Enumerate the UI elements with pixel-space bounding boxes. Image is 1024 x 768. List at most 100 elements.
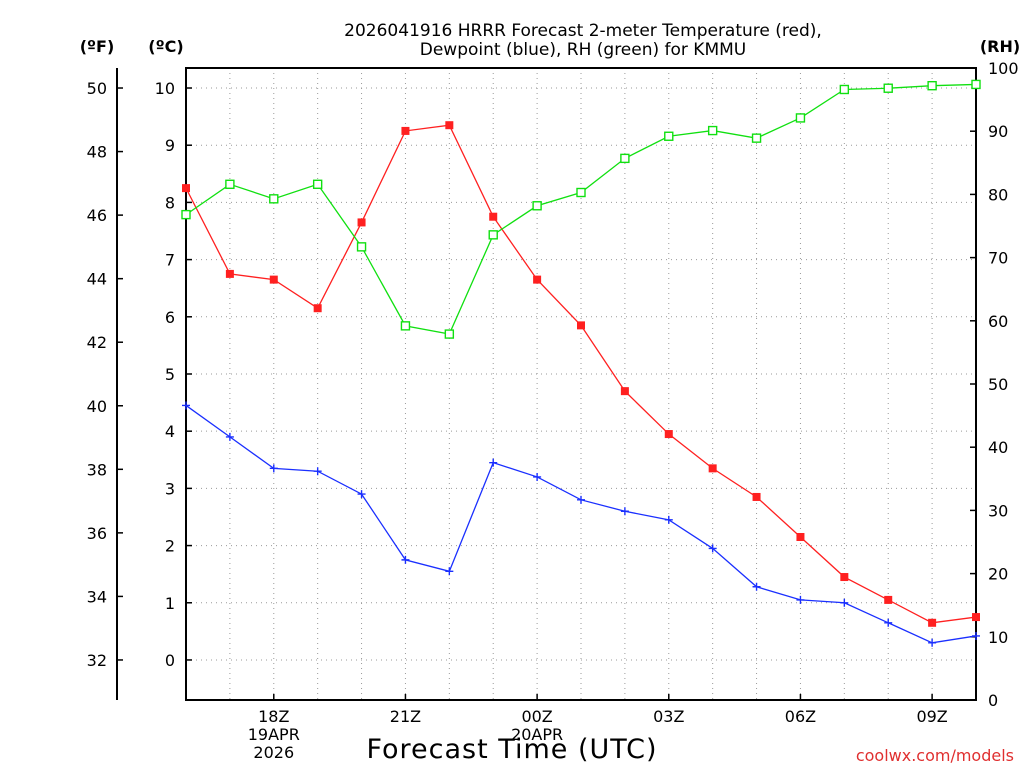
data-point-dewpoint [796,595,805,604]
data-point-temperature [357,218,366,227]
celsius-tick-label: 6 [165,308,175,327]
data-point-temperature [840,573,849,582]
data-point-rh [400,321,411,331]
fahrenheit-tick-label: 48 [87,143,107,162]
data-point-temperature [577,321,585,330]
data-point-temperature [752,492,761,501]
rh-tick-label: 80 [988,185,1008,204]
fahrenheit-tick-label: 42 [87,333,107,352]
data-point-rh [576,187,586,198]
data-point-rh [488,230,498,240]
data-point-dewpoint [928,638,937,647]
x-tick-label: 06Z [785,707,816,726]
rh-tick-label: 70 [988,249,1008,268]
data-point-temperature [796,532,805,541]
data-point-temperature [489,212,498,221]
data-point-dewpoint [577,495,585,504]
x-tick-label: 00Z [521,707,552,726]
data-point-rh [927,80,937,91]
data-point-dewpoint [357,490,366,499]
data-point-temperature [401,126,410,135]
chart-title-line2: Dewpoint (blue), RH (green) for KMMU [420,40,747,60]
data-point-rh [664,131,674,141]
celsius-tick-label: 5 [165,365,175,384]
series-rh [181,79,981,339]
rh-tick-label: 0 [988,691,998,710]
rh-tick-label: 100 [988,59,1019,78]
data-point-dewpoint [752,582,761,591]
rh-tick-label: 60 [988,312,1008,331]
data-point-rh [269,194,279,204]
rh-tick-label: 50 [988,375,1008,394]
celsius-tick-label: 10 [155,79,175,98]
data-point-dewpoint [225,432,234,441]
x-tick-label: 19APR [248,725,300,744]
fahrenheit-tick-label: 44 [87,270,107,289]
chart-title-line1: 2026041916 HRRR Forecast 2-meter Tempera… [344,21,822,41]
unit-label-fahrenheit: (ºF) [80,37,115,56]
grid-lines [186,68,976,700]
data-point-rh [795,113,806,123]
celsius-tick-label: 2 [165,537,175,556]
data-point-temperature [225,269,234,278]
fahrenheit-tick-label: 40 [87,397,107,416]
celsius-tick-label: 1 [165,594,175,613]
data-point-dewpoint [313,467,322,476]
unit-label-rh: (RH) [980,37,1020,56]
x-tick-label: 03Z [653,707,684,726]
rh-tick-label: 20 [988,565,1008,584]
data-point-temperature [313,304,322,313]
data-point-rh [312,179,323,189]
axes [116,67,977,701]
fahrenheit-tick-label: 46 [87,206,107,225]
data-point-temperature [182,184,190,193]
celsius-tick-label: 8 [165,193,175,212]
data-point-temperature [620,387,629,396]
celsius-tick-label: 3 [165,479,175,498]
data-point-rh [971,79,981,90]
celsius-tick-label: 4 [165,422,175,441]
data-point-dewpoint [972,631,980,640]
data-point-dewpoint [840,598,849,607]
data-point-temperature [928,618,937,627]
data-point-dewpoint [664,515,673,524]
credit-link[interactable]: coolwx.com/models [856,746,1014,765]
data-point-dewpoint [445,567,454,576]
data-point-rh [751,133,762,143]
unit-label-celsius: (ºC) [148,37,183,56]
data-point-temperature [664,430,673,439]
x-tick-label: 20APR [511,725,563,744]
fahrenheit-tick-label: 32 [87,651,107,670]
data-point-temperature [269,275,278,284]
x-axis-title: Forecast Time (UTC) [366,734,657,765]
data-point-rh [532,201,542,211]
data-point-dewpoint [401,555,410,564]
data-point-dewpoint [708,544,717,553]
data-point-dewpoint [489,458,498,467]
rh-tick-label: 30 [988,501,1008,520]
fahrenheit-tick-label: 36 [87,524,107,543]
data-point-rh [356,242,367,252]
data-point-dewpoint [182,401,190,410]
data-point-rh [225,179,235,189]
x-tick-label: 21Z [390,707,421,726]
data-point-temperature [972,613,980,622]
celsius-tick-label: 7 [165,251,175,270]
data-point-dewpoint [533,472,542,481]
data-point-rh [707,125,718,136]
series-dewpoint [182,401,980,647]
data-point-rh [444,329,455,339]
tick-labels: 0123456789103234363840424446485001020304… [87,59,1019,762]
data-point-rh [883,83,893,93]
data-point-rh [181,209,191,220]
data-point-temperature [445,121,454,130]
celsius-tick-label: 9 [165,136,175,155]
fahrenheit-tick-label: 34 [87,587,107,606]
data-point-rh [839,84,850,95]
data-point-dewpoint [884,618,893,627]
celsius-tick-label: 0 [165,651,175,670]
x-tick-label: 18Z [258,707,289,726]
rh-tick-label: 10 [988,628,1008,647]
x-tick-label: 09Z [916,707,947,726]
data-series [181,79,981,647]
